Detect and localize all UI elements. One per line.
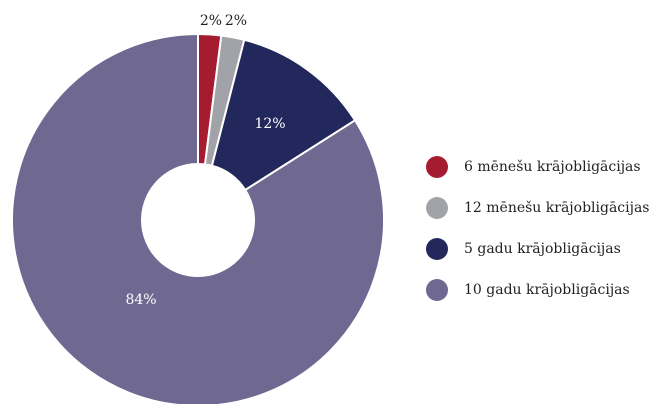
legend-item-12-month: 12 mēnešu krājobligācijas <box>426 187 650 228</box>
legend-item-6-month: 6 mēnešu krājobligācijas <box>426 146 646 187</box>
legend-swatch-6-month <box>426 155 448 178</box>
legend-label-10-year: 10 gadu krājobligācijas <box>464 281 630 298</box>
legend-item-10-year: 10 gadu krājobligācijas <box>426 269 646 310</box>
legend-swatch-10-year <box>426 278 448 301</box>
data-label-12-month: 2% <box>225 13 247 29</box>
donut-slice-5-year <box>210 38 357 192</box>
legend-swatch-12-month <box>426 196 448 219</box>
data-label-6-month: 2% <box>200 13 222 29</box>
legend-item-5-year: 5 gadu krājobligācijas <box>426 228 646 269</box>
legend-swatch-5-year <box>426 237 448 260</box>
data-label-10-year: 84% <box>125 292 156 308</box>
legend-label-12-month: 12 mēnešu krājobligācijas <box>464 199 650 216</box>
donut-slice-10-year <box>11 32 385 404</box>
data-label-5-year: 12% <box>254 116 285 132</box>
chart-legend: 6 mēnešu krājobligācijas 12 mēnešu krājo… <box>426 146 650 310</box>
legend-label-5-year: 5 gadu krājobligācijas <box>464 240 621 257</box>
legend-label-6-month: 6 mēnešu krājobligācijas <box>464 158 641 175</box>
